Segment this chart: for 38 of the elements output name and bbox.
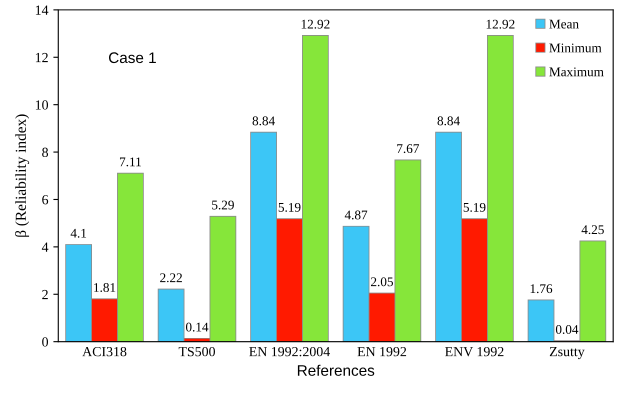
y-tick-label: 8 [42, 148, 48, 158]
x-tick-label: Zsutty [550, 347, 585, 360]
data-label: 2.05 [371, 277, 393, 286]
annotation: Case 1 [108, 52, 156, 64]
data-label: 5.19 [464, 202, 486, 212]
y-tick-label: 0 [42, 337, 48, 347]
y-tick-label: 2 [42, 290, 48, 300]
y-tick-label: 4 [42, 242, 48, 252]
y-tick-label: 14 [36, 6, 48, 15]
x-tick-label: EN 1992 [357, 346, 406, 356]
y-tick-label: 6 [42, 195, 48, 204]
data-label: 4.87 [344, 210, 368, 220]
legend-label: Mean [549, 20, 579, 28]
data-label: 1.81 [94, 283, 116, 292]
data-label: 4.25 [582, 225, 604, 234]
data-label: 7.11 [120, 157, 141, 166]
legend-label: Maximum [549, 67, 604, 76]
data-label: 0.04 [556, 324, 578, 334]
x-tick-label: EN 1992:2004 [249, 346, 330, 356]
legend-label: Minimum [549, 44, 602, 52]
x-tick-label: ACI318 [82, 346, 126, 356]
data-label: 5.29 [212, 200, 234, 210]
data-label: 8.84 [252, 116, 275, 126]
data-label: 8.84 [438, 116, 460, 126]
data-label: 4.1 [70, 228, 86, 238]
data-label: 1.76 [530, 284, 552, 294]
data-label: 0.14 [186, 322, 208, 332]
x-axis-title: References [298, 364, 374, 376]
y-tick-label: 10 [36, 100, 48, 110]
x-tick-label: TS500 [178, 346, 215, 356]
data-label: 2.22 [160, 273, 182, 282]
x-tick-label: ENV 1992 [445, 346, 504, 356]
data-label: 7.67 [397, 144, 420, 154]
data-label: 5.19 [278, 202, 300, 212]
y-axis-title: β (Reliability index) [15, 114, 30, 237]
data-label: 12.92 [302, 20, 330, 29]
y-tick-label: 12 [36, 52, 48, 62]
data-label: 12.92 [486, 20, 514, 29]
